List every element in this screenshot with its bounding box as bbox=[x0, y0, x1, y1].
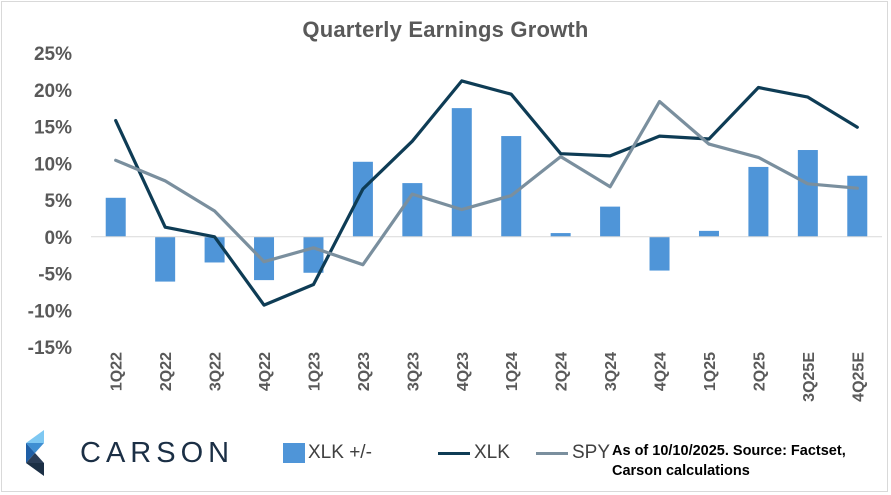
x-tick-label: 4Q22 bbox=[257, 352, 274, 391]
carson-logo-mark-icon bbox=[26, 430, 44, 476]
bar-2Q25 bbox=[748, 166, 769, 237]
legend-item-xlk-diff: XLK +/- bbox=[283, 440, 372, 466]
legend-swatch-spy-line bbox=[536, 451, 568, 455]
carson-logo-text: CARSON bbox=[80, 437, 235, 469]
bar-3Q23 bbox=[402, 183, 423, 237]
source-note-line-1: As of 10/10/2025. Source: Factset, bbox=[612, 443, 846, 459]
bar-2Q23 bbox=[352, 161, 373, 237]
x-tick-label: 4Q24 bbox=[653, 352, 670, 391]
line-series-spy bbox=[114, 99, 859, 267]
bar-3Q24 bbox=[600, 206, 621, 237]
y-tick-label: 5% bbox=[45, 191, 73, 212]
y-tick-label: 15% bbox=[34, 118, 72, 139]
y-tick-label: -10% bbox=[28, 301, 72, 322]
y-tick-label: 10% bbox=[34, 154, 72, 175]
y-tick-label: 0% bbox=[45, 228, 73, 249]
x-tick-label: 2Q22 bbox=[158, 352, 175, 391]
y-tick-label: -15% bbox=[28, 338, 72, 359]
source-note-line-2: Carson calculations bbox=[612, 463, 750, 479]
x-tick-label: 1Q23 bbox=[306, 352, 323, 391]
bar-3Q22 bbox=[204, 236, 225, 263]
x-tick-label: 4Q25E bbox=[850, 352, 867, 402]
x-tick-label: 2Q23 bbox=[356, 352, 373, 391]
x-tick-label: 3Q24 bbox=[603, 352, 620, 391]
bar-2Q24 bbox=[550, 233, 571, 237]
x-tick-label: 3Q25E bbox=[801, 352, 818, 402]
line-series-xlk bbox=[114, 79, 859, 307]
legend-label-xlk: XLK bbox=[474, 442, 510, 463]
x-tick-label: 3Q23 bbox=[405, 352, 422, 391]
y-tick-label: 20% bbox=[34, 81, 72, 102]
y-tick-label: -5% bbox=[38, 265, 72, 286]
bar-1Q22 bbox=[105, 197, 126, 237]
legend-swatch-bar bbox=[283, 443, 305, 463]
carson-logo: CARSON bbox=[22, 430, 229, 476]
x-tick-label: 1Q22 bbox=[109, 352, 126, 391]
bar-1Q23 bbox=[303, 236, 324, 273]
chart-title: Quarterly Earnings Growth bbox=[302, 17, 589, 42]
legend-item-xlk: XLK bbox=[438, 440, 510, 466]
y-tick-label: 25% bbox=[34, 44, 72, 65]
bar-4Q22 bbox=[254, 236, 275, 281]
legend-swatch-xlk-line bbox=[438, 451, 470, 455]
x-tick-label: 3Q22 bbox=[208, 352, 225, 391]
bar-4Q23 bbox=[451, 108, 472, 237]
bar-4Q24 bbox=[649, 236, 670, 271]
x-tick-label: 1Q24 bbox=[504, 352, 521, 391]
bar-1Q24 bbox=[501, 136, 522, 237]
bar-3Q25E bbox=[797, 150, 818, 237]
source-note: As of 10/10/2025. Source: Factset, Carso… bbox=[612, 441, 882, 481]
legend-item-spy: SPY bbox=[536, 440, 610, 466]
legend-label-xlk-diff: XLK +/- bbox=[308, 442, 372, 463]
bar-1Q25 bbox=[698, 230, 719, 237]
x-tick-label: 1Q25 bbox=[702, 352, 719, 391]
bar-4Q25E bbox=[847, 175, 868, 237]
legend-label-spy: SPY bbox=[572, 442, 611, 463]
x-tick-label: 4Q23 bbox=[455, 352, 472, 391]
bar-2Q22 bbox=[155, 236, 176, 282]
x-tick-label: 2Q25 bbox=[751, 352, 768, 391]
x-tick-label: 2Q24 bbox=[554, 352, 571, 391]
